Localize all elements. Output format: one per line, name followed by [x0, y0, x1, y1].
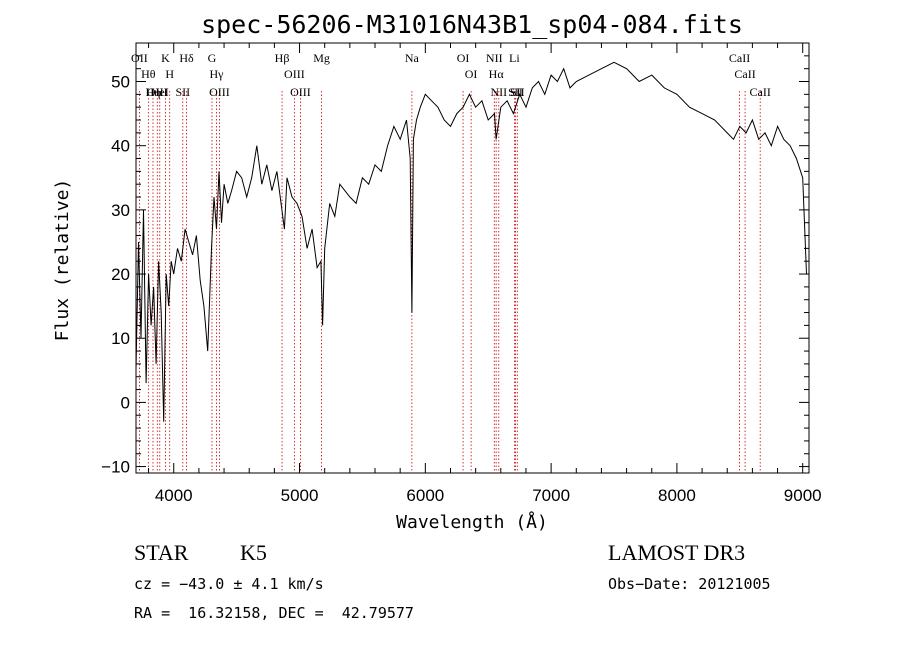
x-tick-label: 5000 — [281, 486, 319, 505]
line-label: K — [161, 51, 170, 65]
x-tick-label: 7000 — [532, 486, 570, 505]
ra-dec: RA = 16.32158, DEC = 42.79577 — [134, 604, 414, 622]
x-tick-label: 6000 — [406, 486, 444, 505]
line-label: CaII — [750, 85, 771, 99]
y-axis-label: Flux (relative) — [52, 179, 73, 342]
line-label: SII — [510, 85, 525, 99]
x-axis-label: Wavelength (Å) — [396, 511, 548, 533]
line-label: OIII — [284, 67, 305, 81]
y-tick-label: 40 — [111, 137, 130, 156]
y-tick-label: 30 — [111, 201, 130, 220]
y-tick-label: 0 — [121, 393, 130, 412]
line-label: OI — [465, 67, 478, 81]
x-axis: 4000 5000 6000 7000 8000 9000 — [148, 43, 822, 505]
line-label: NII — [490, 85, 507, 99]
line-label: G — [208, 51, 217, 65]
line-label: OI — [457, 51, 470, 65]
line-label: Hγ — [210, 67, 225, 81]
line-label: OIII — [147, 85, 168, 99]
line-label: Hα — [489, 67, 505, 81]
line-label: Li — [509, 51, 520, 65]
y-tick-label: −10 — [101, 458, 130, 477]
line-label: H — [165, 67, 174, 81]
object-class: STAR — [134, 540, 189, 565]
chart-title: spec-56206-M31016N43B1_sp04-084.fits — [201, 10, 743, 39]
x-tick-label: 4000 — [155, 486, 193, 505]
line-label: Hη — [146, 85, 161, 99]
line-label: HeI — [151, 85, 169, 99]
line-label: Hθ — [141, 67, 156, 81]
y-tick-label: 10 — [111, 329, 130, 348]
line-label: OII — [131, 51, 148, 65]
line-label: Mg — [313, 51, 330, 65]
survey-name: LAMOST DR3 — [608, 540, 746, 565]
line-label: CaII — [734, 67, 755, 81]
line-label: SII — [175, 85, 190, 99]
line-label: Hδ — [179, 51, 194, 65]
line-label: NII — [486, 51, 503, 65]
object-subclass: K5 — [240, 540, 267, 565]
line-markers — [138, 91, 761, 473]
line-label: CaII — [729, 51, 750, 65]
redshift-cz: cz = −43.0 ± 4.1 km/s — [134, 575, 324, 593]
plot-frame — [135, 42, 810, 474]
line-label: Na — [405, 51, 420, 65]
y-tick-label: 20 — [111, 265, 130, 284]
line-label: OIII — [209, 85, 230, 99]
spectrum-line — [135, 61, 807, 422]
line-label: Hβ — [275, 51, 290, 65]
x-tick-label: 8000 — [658, 486, 696, 505]
line-label: OIII — [290, 85, 311, 99]
y-axis: −10 0 10 20 30 40 50 — [101, 55, 809, 477]
y-tick-label: 50 — [111, 73, 130, 92]
observation-date: Obs−Date: 20121005 — [608, 575, 771, 593]
x-tick-label: 9000 — [784, 486, 822, 505]
